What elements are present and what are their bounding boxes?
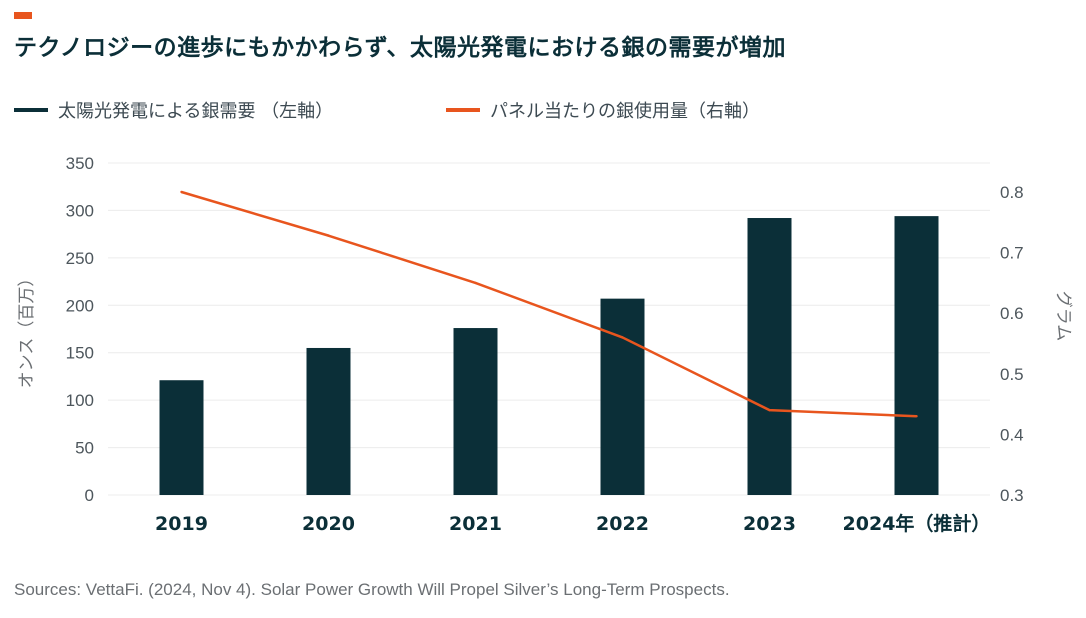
x-tick-label: 2023 xyxy=(743,513,796,535)
silver-per-panel-line xyxy=(181,190,917,418)
x-tick-label: 2019 xyxy=(155,513,208,535)
legend-item-silver-demand: 太陽光発電による銀需要 （左軸） xyxy=(14,98,333,122)
bar xyxy=(894,216,939,495)
accent-bar xyxy=(14,12,32,19)
right-tick-label: 0.3 xyxy=(1000,486,1024,505)
line-point xyxy=(327,234,330,237)
left-tick-label: 50 xyxy=(75,439,94,458)
right-tick-label: 0.6 xyxy=(1000,304,1024,323)
left-tick-label: 300 xyxy=(66,201,94,220)
bar xyxy=(159,380,204,495)
left-tick-label: 250 xyxy=(66,249,94,268)
y-axis-title-right: グラム xyxy=(1053,291,1073,342)
bar xyxy=(600,298,645,495)
right-tick-label: 0.4 xyxy=(1000,425,1024,444)
bar xyxy=(747,218,792,495)
x-tick-label: 2021 xyxy=(449,513,502,535)
y-axis-title-left: オンス（百万） xyxy=(17,270,37,389)
legend-swatch-line xyxy=(446,108,480,112)
line-point xyxy=(180,190,183,194)
line-point xyxy=(474,281,477,285)
legend-swatch-bar xyxy=(14,108,48,112)
x-tick-label: 2020 xyxy=(302,513,355,535)
left-tick-label: 350 xyxy=(66,154,94,173)
left-tick-label: 100 xyxy=(66,391,94,410)
combo-chart: 0 50 100 150 200 250 300 350 0.3 0.4 0.5 0.6 0.7 0.8 オ… xyxy=(17,154,1073,535)
bar xyxy=(453,328,498,495)
legend-label-silver-demand: 太陽光発電による銀需要 （左軸） xyxy=(58,101,334,122)
line-point xyxy=(915,415,918,418)
x-tick-label: 2024年（推計） xyxy=(843,512,991,535)
right-tick-label: 0.5 xyxy=(1000,365,1024,384)
right-tick-label: 0.8 xyxy=(1000,183,1024,202)
left-tick-label: 0 xyxy=(85,486,94,505)
chart-title: テクノロジーの進歩にもかかわらず、太陽光発電における銀の需要が増加 xyxy=(14,35,787,61)
legend-item-silver-per-panel: パネル当たりの銀使用量（右軸） xyxy=(446,98,760,122)
x-tick-label: 2022 xyxy=(596,513,649,535)
left-tick-label: 200 xyxy=(66,296,94,315)
legend-label-silver-per-panel: パネル当たりの銀使用量（右軸） xyxy=(490,101,760,122)
line-point xyxy=(768,408,771,412)
left-tick-label: 150 xyxy=(66,344,94,363)
bar xyxy=(306,347,351,495)
line-point xyxy=(621,336,624,339)
source-note: Sources: VettaFi. (2024, Nov 4). Solar P… xyxy=(14,580,730,599)
right-tick-label: 0.7 xyxy=(1000,244,1024,263)
